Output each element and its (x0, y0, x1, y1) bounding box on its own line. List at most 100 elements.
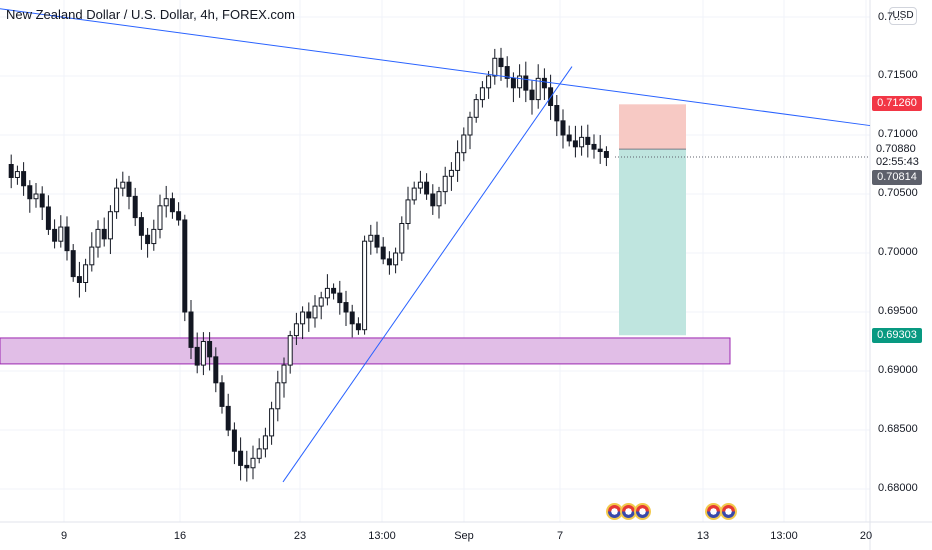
candle-body (182, 219, 188, 313)
candle-body (579, 136, 585, 148)
candle-body (213, 356, 219, 384)
stop-zone (619, 104, 686, 150)
candle-body (238, 450, 244, 466)
stop-price-label: 0.71260 (872, 96, 922, 111)
currency-button[interactable]: USD (889, 7, 917, 25)
trendline (0, 8, 871, 127)
candle-body (138, 217, 144, 236)
candle-body (219, 382, 225, 407)
candle-body (207, 341, 213, 358)
candle-body (169, 198, 175, 213)
candle-body (145, 234, 151, 245)
price-tick: 0.68500 (878, 423, 918, 435)
candle-body (256, 448, 262, 459)
candle-body (585, 136, 591, 145)
candle-body (163, 198, 169, 207)
candle-body (572, 140, 578, 148)
price-tick: 0.69500 (878, 305, 918, 317)
candle-body (405, 199, 411, 224)
candle-body (442, 175, 448, 193)
candle-body (132, 195, 138, 219)
time-tick: 13:00 (770, 530, 798, 542)
candle-body (64, 226, 70, 252)
candle-body (541, 77, 547, 89)
candle-body (554, 105, 560, 122)
candle-body (461, 134, 467, 154)
candle-body (306, 311, 312, 319)
candle-body (33, 193, 39, 200)
candle-body (355, 323, 361, 331)
candle-body (45, 206, 51, 230)
candle-body (312, 305, 318, 319)
candle-body (467, 116, 473, 136)
candle-body (337, 292, 343, 304)
candle-body (244, 464, 250, 469)
candle-body (39, 193, 45, 208)
us-event-icon[interactable] (720, 503, 737, 520)
candle-body (275, 382, 281, 410)
candle-body (492, 57, 498, 77)
candle-body (591, 143, 597, 150)
candle-body (188, 311, 194, 348)
candle-body (448, 169, 454, 177)
candle-body (386, 258, 392, 266)
price-tick: 0.69000 (878, 364, 918, 376)
candle-body (70, 250, 76, 278)
candle-body (58, 226, 64, 242)
price-tick: 0.71000 (878, 128, 918, 140)
candle-body (436, 191, 442, 207)
candle-body (523, 75, 529, 91)
candle-body (455, 152, 461, 171)
candle-body (318, 297, 324, 307)
candle-body (300, 311, 306, 325)
entry-price-label: 0.70880 (876, 143, 916, 155)
candle-body (287, 335, 293, 366)
bar-countdown: 02:55:43 (876, 156, 919, 168)
candle-body (157, 205, 163, 230)
candle-body (504, 66, 510, 79)
candle-body (430, 193, 436, 207)
candle-body (52, 228, 58, 242)
time-tick: 20 (859, 530, 873, 542)
us-event-icon[interactable] (634, 503, 651, 520)
chart-title: New Zealand Dollar / U.S. Dollar, 4h, FO… (6, 7, 295, 22)
candle-body (560, 120, 566, 136)
candle-body (231, 429, 237, 452)
candle-body (535, 77, 541, 101)
price-tick: 0.7… (878, 11, 905, 23)
candle-body (566, 134, 572, 142)
time-tick: 7 (556, 530, 564, 542)
candle-body (83, 264, 89, 283)
candle-body (517, 75, 523, 89)
candle-body (362, 240, 368, 331)
candle-body (473, 99, 479, 118)
candle-body (269, 408, 275, 437)
candle-body (597, 148, 603, 153)
candle-body (95, 228, 101, 248)
price-tick: 0.70500 (878, 187, 918, 199)
price-tick: 0.71500 (878, 69, 918, 81)
candle-body (380, 246, 386, 260)
candle-body (424, 181, 430, 195)
candle-body (250, 457, 256, 469)
candle-body (200, 341, 206, 366)
candle-body (76, 276, 82, 284)
candle-body (101, 228, 107, 240)
target-price-label: 0.69303 (872, 328, 922, 343)
candle-body (293, 323, 299, 337)
time-tick: 16 (173, 530, 187, 542)
candle-body (114, 187, 120, 213)
candle-body (324, 287, 330, 299)
candle-body (262, 435, 268, 450)
candle-body (14, 171, 20, 178)
target-zone (619, 149, 686, 336)
candle-body (120, 181, 126, 189)
candle-body (603, 151, 609, 158)
candle-body (417, 181, 423, 189)
candle-body (8, 164, 14, 178)
candle-body (510, 77, 516, 89)
candle-body (126, 181, 132, 197)
candle-body (411, 187, 417, 201)
